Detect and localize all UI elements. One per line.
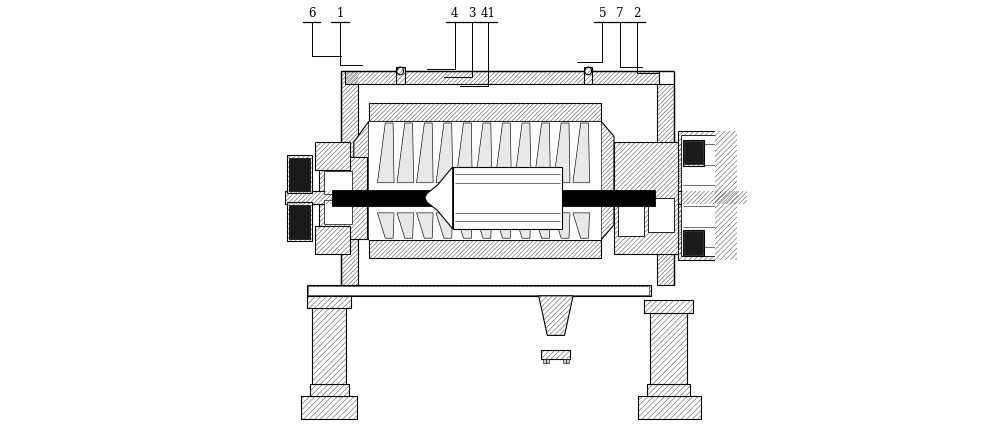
Polygon shape [644,300,693,313]
Polygon shape [369,240,601,258]
Polygon shape [534,213,550,238]
Polygon shape [456,123,472,183]
Polygon shape [301,396,357,419]
Polygon shape [475,213,492,238]
Polygon shape [650,313,687,384]
Polygon shape [397,213,414,238]
Polygon shape [310,384,349,396]
Polygon shape [657,84,674,285]
Bar [566,359,569,363]
Polygon shape [601,121,614,240]
Text: 2: 2 [633,7,640,20]
Polygon shape [678,191,747,204]
Polygon shape [678,131,737,260]
Polygon shape [377,123,394,183]
Text: 7: 7 [616,7,623,20]
Polygon shape [369,103,601,121]
Polygon shape [341,71,358,285]
Polygon shape [534,123,550,183]
Polygon shape [307,285,651,296]
Text: 1: 1 [336,7,344,20]
Polygon shape [573,213,590,238]
Bar [684,231,703,255]
Polygon shape [417,213,433,238]
Bar [453,167,562,229]
Polygon shape [683,230,704,256]
Polygon shape [312,308,346,384]
Polygon shape [584,67,592,84]
Text: 3: 3 [468,7,476,20]
Polygon shape [436,123,453,183]
Polygon shape [456,213,472,238]
Polygon shape [539,296,573,335]
Bar [369,121,601,240]
Polygon shape [315,142,350,170]
Bar [648,198,674,232]
Polygon shape [319,157,367,239]
Polygon shape [614,142,681,254]
Bar [543,359,546,363]
Bar [308,286,649,295]
Polygon shape [495,123,511,183]
Polygon shape [514,123,531,183]
Polygon shape [425,167,453,229]
Bar [332,190,655,206]
Polygon shape [354,121,369,240]
Bar [618,194,644,236]
Polygon shape [573,123,590,183]
Polygon shape [287,202,312,241]
Polygon shape [553,213,570,238]
Polygon shape [647,384,690,396]
Polygon shape [345,71,659,84]
Text: 4: 4 [451,7,459,20]
Polygon shape [315,226,350,254]
Polygon shape [495,213,511,238]
Polygon shape [683,140,704,166]
Polygon shape [541,350,570,359]
Polygon shape [417,123,433,183]
Bar [289,158,310,191]
Bar [324,200,352,224]
Text: 5: 5 [599,7,606,20]
Polygon shape [307,295,351,308]
Polygon shape [475,123,492,183]
Polygon shape [638,396,701,419]
Text: 41: 41 [481,7,496,20]
Bar [681,135,733,256]
Polygon shape [396,67,405,84]
Bar [684,141,703,164]
Polygon shape [514,213,531,238]
Polygon shape [553,123,570,183]
Polygon shape [397,123,414,183]
Bar [546,359,549,363]
Polygon shape [287,155,312,194]
Text: 6: 6 [308,7,315,20]
Bar [289,205,310,239]
Bar [563,359,566,363]
Bar [324,171,352,194]
Polygon shape [285,191,334,204]
Polygon shape [436,213,453,238]
Polygon shape [377,213,394,238]
